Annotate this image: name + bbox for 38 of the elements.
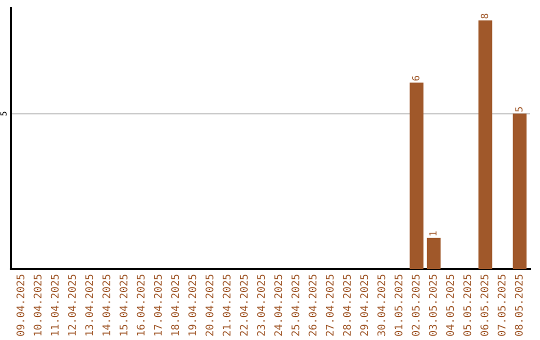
x-tick-label: 06.05.2025 — [480, 274, 488, 336]
x-tick-label: 11.04.2025 — [50, 274, 59, 336]
x-tick-label: 19.04.2025 — [188, 274, 196, 336]
x-tick-label: 28.04.2025 — [343, 274, 351, 336]
x-tick-label: 27.04.2025 — [326, 274, 334, 336]
x-tick-label: 30.04.2025 — [377, 274, 386, 336]
x-tick-label: 25.04.2025 — [291, 274, 300, 336]
x-tick-label: 26.04.2025 — [308, 274, 317, 336]
x-tick-label: 23.04.2025 — [257, 274, 265, 336]
data-label: 8 — [480, 14, 488, 18]
x-tick-label: 02.05.2025 — [412, 274, 420, 336]
x-tick-label: 24.04.2025 — [274, 274, 282, 336]
x-tick-label: 20.04.2025 — [206, 274, 214, 336]
x-tick-label: 29.04.2025 — [360, 274, 368, 336]
x-tick-label: 04.05.2025 — [446, 274, 454, 336]
x-tick-label: 17.04.2025 — [154, 274, 162, 336]
data-label: 1 — [429, 231, 436, 236]
x-tick-label: 16.04.2025 — [136, 274, 145, 336]
bar — [478, 20, 492, 269]
x-tick-label: 21.04.2025 — [222, 274, 231, 336]
x-tick-label: 13.04.2025 — [85, 274, 94, 336]
data-label: 6 — [412, 76, 420, 81]
x-tick-label: 12.04.2025 — [68, 274, 76, 336]
x-tick-label: 09.04.2025 — [16, 274, 24, 336]
x-tick-label: 05.05.2025 — [463, 274, 472, 336]
data-label: 5 — [515, 107, 523, 112]
x-tick-label: 22.04.2025 — [240, 274, 248, 336]
x-tick-label: 07.05.2025 — [498, 274, 506, 336]
x-tick-label: 14.04.2025 — [102, 274, 110, 336]
bar — [410, 82, 424, 269]
x-tick-label: 01.05.2025 — [394, 274, 402, 336]
bar — [426, 238, 441, 269]
x-tick-label: 03.05.2025 — [428, 274, 437, 336]
x-tick-label: 15.04.2025 — [120, 274, 128, 336]
x-tick-label: 10.04.2025 — [34, 274, 42, 336]
x-tick-label: 08.05.2025 — [514, 274, 523, 336]
bar — [512, 114, 527, 269]
x-tick-label: 18.04.2025 — [171, 274, 180, 336]
